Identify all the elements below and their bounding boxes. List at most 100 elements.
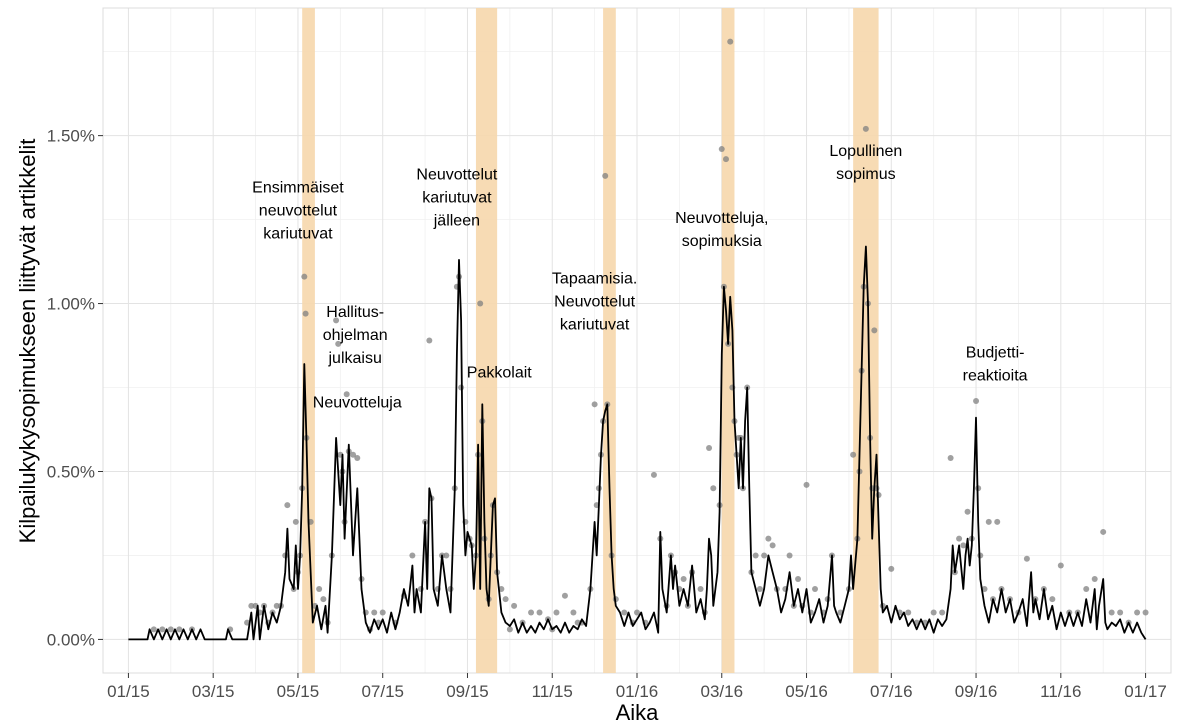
data-point bbox=[931, 610, 937, 616]
annotation-line: kariutuvat bbox=[560, 316, 630, 333]
data-point bbox=[1083, 586, 1089, 592]
data-point bbox=[301, 274, 307, 280]
data-point bbox=[787, 552, 793, 558]
data-point bbox=[602, 173, 608, 179]
data-point bbox=[1100, 529, 1106, 535]
annotation-line: Hallitus- bbox=[326, 304, 384, 321]
annotation-line: sopimuksia bbox=[682, 233, 762, 250]
x-tick-label: 09/15 bbox=[446, 682, 489, 701]
x-tick-label: 03/15 bbox=[192, 682, 235, 701]
highlight-band bbox=[603, 8, 616, 673]
annotation-line: Pakkolait bbox=[467, 364, 532, 381]
data-point bbox=[511, 603, 517, 609]
data-point bbox=[621, 610, 627, 616]
y-axis-title: Kilpailukykysopimukseen liittyvät artikk… bbox=[15, 139, 40, 544]
x-tick-label: 01/16 bbox=[616, 682, 659, 701]
data-point bbox=[528, 610, 534, 616]
annotation-line: Ensimmäiset bbox=[252, 180, 344, 197]
data-point bbox=[761, 552, 767, 558]
highlight-band bbox=[853, 8, 878, 673]
data-point bbox=[986, 519, 992, 525]
data-point bbox=[812, 586, 818, 592]
annotation-line: Neuvotteluja bbox=[313, 395, 402, 412]
y-tick-label: 1.50% bbox=[47, 127, 95, 146]
annotation-line: Neuvottelut bbox=[416, 166, 497, 183]
annotation-line: julkaisu bbox=[327, 350, 381, 367]
annotation-label: Ensimmäiset neuvottelut kariutuvat bbox=[252, 180, 344, 243]
data-point bbox=[1117, 610, 1123, 616]
data-point bbox=[1049, 596, 1055, 602]
highlight-band bbox=[302, 8, 315, 673]
data-point bbox=[371, 610, 377, 616]
data-point bbox=[765, 536, 771, 542]
x-tick-label: 03/16 bbox=[700, 682, 743, 701]
data-point bbox=[1058, 563, 1064, 569]
y-tick-label: 1.00% bbox=[47, 295, 95, 314]
data-point bbox=[965, 509, 971, 515]
data-point bbox=[710, 485, 716, 491]
data-point bbox=[537, 610, 543, 616]
x-tick-label: 11/15 bbox=[532, 682, 573, 701]
data-point bbox=[380, 610, 386, 616]
data-point bbox=[176, 626, 182, 632]
annotation-line: kariutuvat bbox=[263, 226, 333, 243]
annotation-label: Pakkolait bbox=[467, 364, 532, 381]
data-point bbox=[1024, 556, 1030, 562]
data-point bbox=[168, 626, 174, 632]
data-point bbox=[994, 519, 1000, 525]
data-point bbox=[303, 311, 309, 317]
data-point bbox=[284, 502, 290, 508]
data-point bbox=[409, 552, 415, 558]
data-point bbox=[1143, 610, 1149, 616]
y-tick-label: 0.50% bbox=[47, 462, 95, 481]
data-point bbox=[1109, 610, 1115, 616]
data-point bbox=[1134, 610, 1140, 616]
annotation-line: Lopullinen bbox=[829, 143, 902, 160]
data-point bbox=[960, 542, 966, 548]
x-tick-label: 01/17 bbox=[1124, 682, 1167, 701]
data-point bbox=[426, 338, 432, 344]
annotation-label: Neuvotteluja bbox=[313, 395, 402, 412]
x-axis-ticks: 01/15 03/15 05/15 07/15 09/15 11/15 01/16 03/16… bbox=[107, 673, 1167, 701]
data-point bbox=[723, 156, 729, 162]
data-point bbox=[706, 445, 712, 451]
data-point bbox=[651, 472, 657, 478]
data-point bbox=[757, 586, 763, 592]
annotation-line: Neuvotteluja, bbox=[675, 210, 768, 227]
data-point bbox=[320, 596, 326, 602]
annotation-line: reaktioita bbox=[963, 367, 1028, 384]
x-tick-label: 09/16 bbox=[955, 682, 998, 701]
data-point bbox=[850, 452, 856, 458]
data-point bbox=[871, 327, 877, 333]
data-point bbox=[562, 593, 568, 599]
annotation-line: Budjetti- bbox=[966, 344, 1025, 361]
data-point bbox=[316, 586, 322, 592]
data-point bbox=[443, 552, 449, 558]
data-point bbox=[477, 301, 483, 307]
x-tick-label: 01/15 bbox=[107, 682, 150, 701]
data-point bbox=[863, 126, 869, 132]
data-point bbox=[698, 586, 704, 592]
x-axis-title: Aika bbox=[616, 700, 660, 725]
x-tick-label: 07/15 bbox=[361, 682, 404, 701]
data-point bbox=[770, 542, 776, 548]
y-tick-label: 0.00% bbox=[47, 630, 95, 649]
y-axis-ticks: 0.00% 0.50% 1.00% 1.50% bbox=[47, 127, 103, 650]
annotation-label: Tapaamisia. Neuvottelut kariutuvat bbox=[552, 270, 637, 333]
annotation-line: jälleen bbox=[433, 212, 480, 229]
annotation-line: sopimus bbox=[836, 166, 896, 183]
annotation-line: ohjelman bbox=[323, 327, 388, 344]
data-point bbox=[151, 626, 157, 632]
data-point bbox=[939, 610, 945, 616]
data-point bbox=[553, 610, 559, 616]
data-point bbox=[503, 596, 509, 602]
data-point bbox=[293, 519, 299, 525]
data-point bbox=[570, 610, 576, 616]
data-point bbox=[948, 455, 954, 461]
annotation-line: kariutuvat bbox=[422, 189, 492, 206]
data-point bbox=[753, 552, 759, 558]
x-tick-label: 11/16 bbox=[1040, 682, 1081, 701]
data-point bbox=[804, 482, 810, 488]
x-tick-label: 05/15 bbox=[277, 682, 320, 701]
